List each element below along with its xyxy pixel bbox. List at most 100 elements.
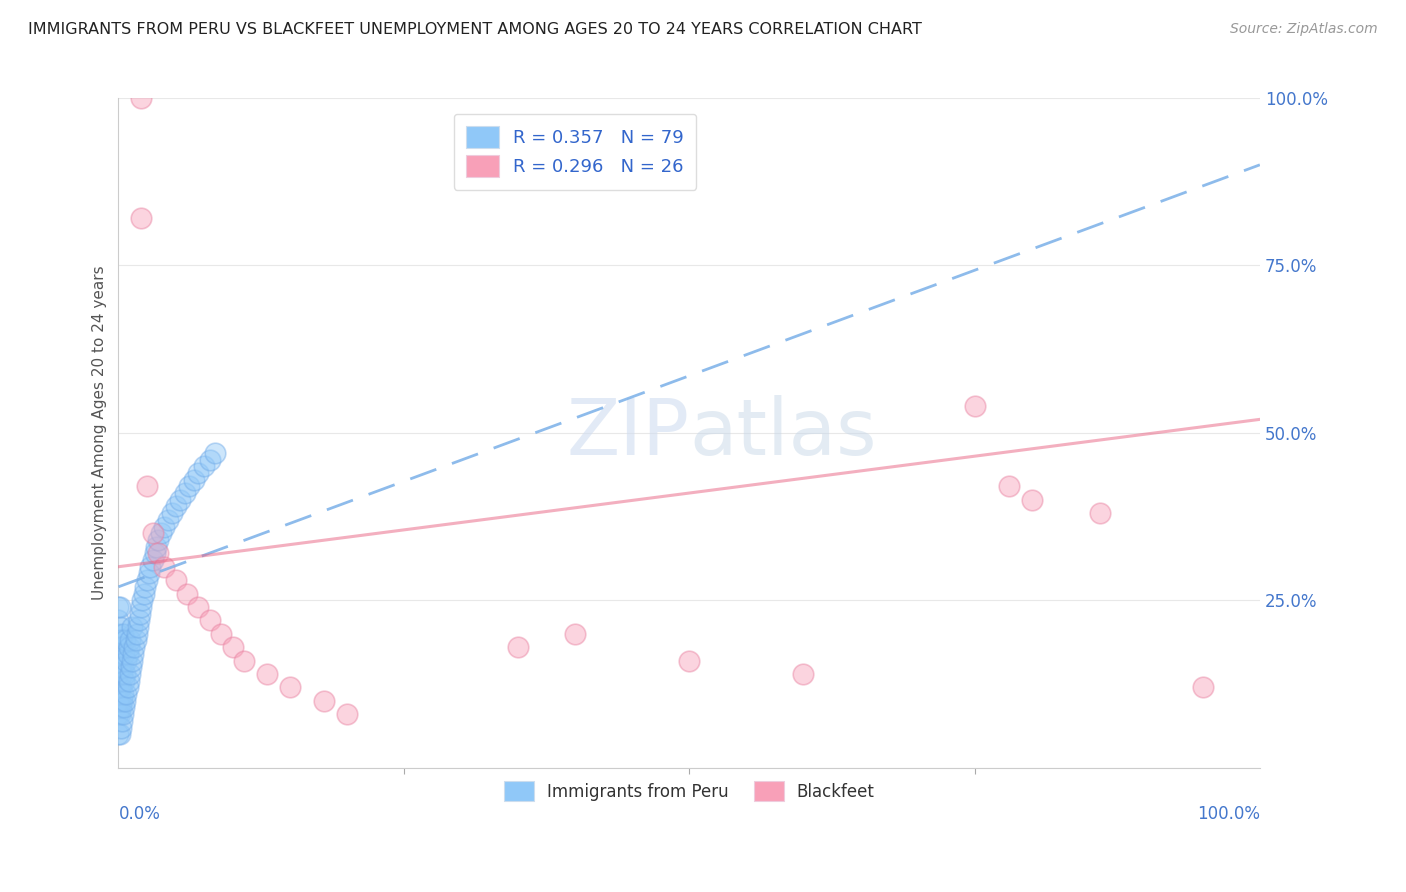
Point: [112, 647, 135, 661]
Point: [117, 681, 139, 695]
Point: [111, 687, 134, 701]
Point: [107, 613, 129, 627]
Point: [173, 486, 195, 500]
Point: [107, 681, 129, 695]
Point: [107, 626, 129, 640]
Point: [108, 599, 131, 614]
Point: [198, 452, 221, 467]
Point: [312, 694, 335, 708]
Point: [115, 653, 138, 667]
Point: [111, 640, 134, 654]
Point: [564, 626, 586, 640]
Text: 100.0%: 100.0%: [1197, 805, 1260, 822]
Point: [256, 667, 278, 681]
Point: [124, 633, 146, 648]
Point: [125, 626, 148, 640]
Point: [118, 673, 141, 688]
Point: [124, 640, 146, 654]
Point: [160, 506, 183, 520]
Point: [131, 593, 153, 607]
Point: [142, 553, 165, 567]
Point: [107, 694, 129, 708]
Point: [132, 586, 155, 600]
Point: [129, 211, 152, 226]
Point: [107, 640, 129, 654]
Point: [110, 633, 132, 648]
Text: Source: ZipAtlas.com: Source: ZipAtlas.com: [1230, 22, 1378, 37]
Point: [336, 707, 359, 722]
Point: [128, 613, 150, 627]
Point: [136, 479, 159, 493]
Point: [198, 613, 221, 627]
Legend: Immigrants from Peru, Blackfeet: Immigrants from Peru, Blackfeet: [495, 772, 883, 810]
Point: [221, 640, 243, 654]
Point: [143, 546, 166, 560]
Point: [111, 626, 134, 640]
Point: [108, 640, 131, 654]
Point: [121, 653, 143, 667]
Point: [187, 466, 209, 480]
Point: [107, 707, 129, 722]
Point: [153, 519, 176, 533]
Point: [129, 607, 152, 621]
Point: [111, 707, 134, 722]
Point: [110, 700, 132, 714]
Text: ZIP: ZIP: [567, 395, 689, 471]
Point: [117, 647, 139, 661]
Text: atlas: atlas: [689, 395, 877, 471]
Point: [108, 694, 131, 708]
Point: [209, 626, 232, 640]
Point: [678, 653, 700, 667]
Point: [112, 673, 135, 688]
Point: [107, 653, 129, 667]
Point: [111, 694, 134, 708]
Point: [139, 559, 162, 574]
Point: [176, 586, 198, 600]
Point: [110, 681, 132, 695]
Point: [114, 633, 136, 648]
Point: [165, 500, 187, 514]
Point: [149, 526, 172, 541]
Point: [111, 667, 134, 681]
Point: [107, 667, 129, 681]
Point: [108, 660, 131, 674]
Point: [107, 727, 129, 741]
Point: [118, 640, 141, 654]
Y-axis label: Unemployment Among Ages 20 to 24 years: Unemployment Among Ages 20 to 24 years: [93, 266, 107, 600]
Point: [204, 446, 226, 460]
Point: [138, 566, 160, 581]
Point: [111, 660, 134, 674]
Point: [114, 667, 136, 681]
Text: IMMIGRANTS FROM PERU VS BLACKFEET UNEMPLOYMENT AMONG AGES 20 TO 24 YEARS CORRELA: IMMIGRANTS FROM PERU VS BLACKFEET UNEMPL…: [28, 22, 922, 37]
Point: [121, 620, 143, 634]
Point: [156, 513, 179, 527]
Point: [997, 479, 1019, 493]
Point: [165, 573, 187, 587]
Point: [108, 681, 131, 695]
Point: [110, 660, 132, 674]
Point: [193, 459, 215, 474]
Point: [108, 707, 131, 722]
Point: [1021, 492, 1043, 507]
Point: [111, 714, 134, 728]
Point: [110, 721, 132, 735]
Point: [112, 700, 135, 714]
Point: [107, 599, 129, 614]
Point: [142, 526, 165, 541]
Point: [127, 620, 149, 634]
Point: [183, 473, 205, 487]
Point: [122, 647, 145, 661]
Point: [115, 687, 138, 701]
Point: [792, 667, 814, 681]
Point: [118, 667, 141, 681]
Point: [148, 546, 170, 560]
Point: [233, 653, 256, 667]
Point: [120, 660, 142, 674]
Point: [145, 540, 167, 554]
Point: [1191, 681, 1213, 695]
Point: [134, 580, 156, 594]
Point: [136, 573, 159, 587]
Text: 0.0%: 0.0%: [118, 805, 160, 822]
Point: [187, 599, 209, 614]
Point: [108, 727, 131, 741]
